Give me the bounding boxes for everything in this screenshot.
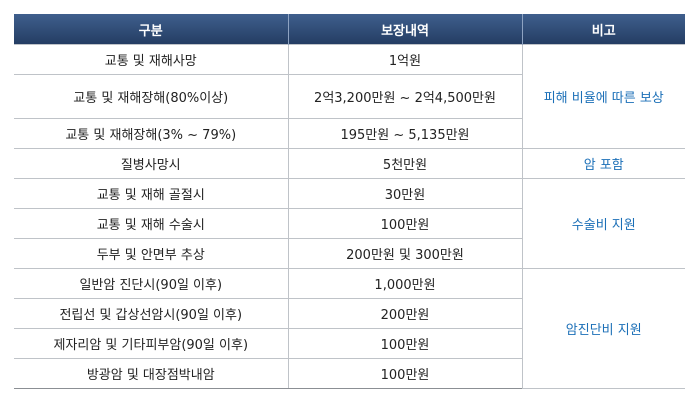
table-header: 구분 보장내역 비고 xyxy=(14,14,685,45)
table-row: 교통 및 재해장해(80%이상) 2억3,200만원 ~ 2억4,500만원 xyxy=(14,74,685,119)
coverage-cell: 1억원 xyxy=(287,44,523,75)
table-row: 질병사망시 5천만원 암 포함 xyxy=(14,148,685,179)
table-row: 교통 및 재해 골절시 30만원 수술비 지원 xyxy=(14,178,685,269)
category-cell: 두부 및 안면부 추상 xyxy=(14,238,289,269)
note-cell: 수술비 지원 xyxy=(521,178,685,269)
note-cell: 암진단비 지원 xyxy=(521,268,685,389)
category-cell: 전립선 및 갑상선암시(90일 이후) xyxy=(14,298,289,329)
category-cell: 일반암 진단시(90일 이후) xyxy=(14,268,289,299)
table-row: 일반암 진단시(90일 이후) 1,000만원 암진단비 지원 xyxy=(14,268,685,389)
coverage-cell: 100만원 xyxy=(287,328,523,359)
table-row: 방광암 및 대장점박내암 100만원 xyxy=(14,358,685,389)
table-row: 교통 및 재해사망 1억원 피해 비율에 따른 보상 xyxy=(14,44,685,149)
coverage-cell: 5천만원 xyxy=(287,148,523,179)
note-cell: 피해 비율에 따른 보상 xyxy=(521,44,685,149)
coverage-cell: 100만원 xyxy=(287,208,523,239)
coverage-cell: 30만원 xyxy=(287,178,523,209)
category-cell: 질병사망시 xyxy=(14,148,289,179)
category-cell: 교통 및 재해 골절시 xyxy=(14,178,289,209)
header-coverage: 보장내역 xyxy=(287,14,523,45)
coverage-cell: 195만원 ~ 5,135만원 xyxy=(287,118,523,149)
table-row: 전립선 및 갑상선암시(90일 이후) 200만원 xyxy=(14,298,685,329)
coverage-cell: 200만원 xyxy=(287,298,523,329)
table-row: 제자리암 및 기타피부암(90일 이후) 100만원 xyxy=(14,328,685,359)
table-row: 두부 및 안면부 추상 200만원 및 300만원 xyxy=(14,238,685,269)
coverage-cell: 2억3,200만원 ~ 2억4,500만원 xyxy=(287,74,523,119)
category-cell: 교통 및 재해장해(3% ~ 79%) xyxy=(14,118,289,149)
coverage-cell: 1,000만원 xyxy=(287,268,523,299)
table-body: 교통 및 재해사망 1억원 피해 비율에 따른 보상 교통 및 재해장해(80%… xyxy=(14,44,685,389)
category-cell: 제자리암 및 기타피부암(90일 이후) xyxy=(14,328,289,359)
note-cell: 암 포함 xyxy=(521,148,685,179)
category-cell: 교통 및 재해 수술시 xyxy=(14,208,289,239)
coverage-cell: 100만원 xyxy=(287,358,523,389)
table-row: 교통 및 재해 수술시 100만원 xyxy=(14,208,685,239)
header-note: 비고 xyxy=(521,14,685,45)
coverage-table: 구분 보장내역 비고 교통 및 재해사망 1억원 피해 비율에 따른 보상 교통… xyxy=(14,14,685,389)
header-category: 구분 xyxy=(14,14,289,45)
coverage-cell: 200만원 및 300만원 xyxy=(287,238,523,269)
category-cell: 교통 및 재해사망 xyxy=(14,44,289,75)
category-cell: 방광암 및 대장점박내암 xyxy=(14,358,289,389)
category-cell: 교통 및 재해장해(80%이상) xyxy=(14,74,289,119)
